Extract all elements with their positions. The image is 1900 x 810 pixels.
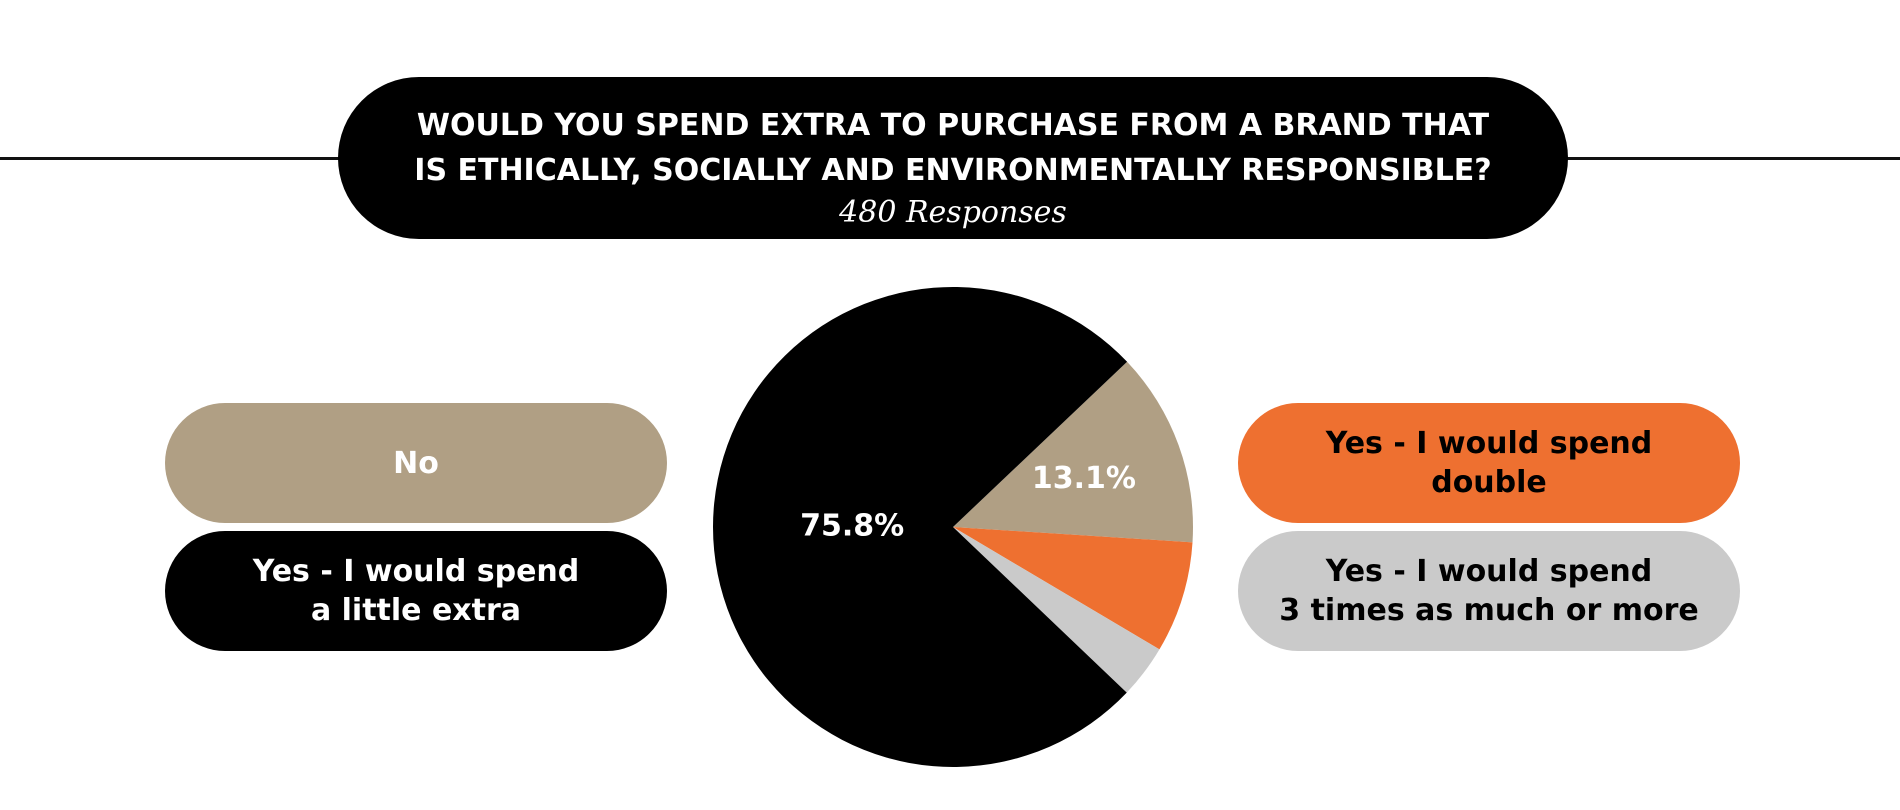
pie-slice-1 — [953, 527, 1193, 650]
pie-slice-2 — [953, 527, 1160, 693]
title-rule-right — [1555, 157, 1900, 160]
legend-label-double-line-1: Yes - I would spend — [1325, 426, 1653, 461]
chart-title-line-2: IS ETHICALLY, SOCIALLY AND ENVIRONMENTAL… — [414, 153, 1492, 188]
legend-label-little-extra-line-1: Yes - I would spend — [252, 554, 580, 589]
legend-entry-three-times: Yes - I would spend 3 times as much or m… — [1238, 531, 1740, 651]
pie-data-label-3: 75.8% — [800, 508, 904, 543]
chart-subtitle: 480 Responses — [839, 195, 1067, 230]
pie-slice-0 — [953, 361, 1193, 543]
legend-label-double-line-2: double — [1431, 465, 1547, 500]
legend-entry-double: Yes - I would spend double — [1238, 403, 1740, 523]
legend-label-no-line-1: No — [393, 445, 439, 481]
legend-label-three-times-line-2: 3 times as much or more — [1279, 593, 1699, 628]
chart-title-pill: WOULD YOU SPEND EXTRA TO PURCHASE FROM A… — [338, 77, 1568, 239]
legend-label-three-times-line-1: Yes - I would spend — [1325, 554, 1653, 589]
legend-entry-little-extra: Yes - I would spend a little extra — [165, 531, 667, 651]
pie-data-label-0: 13.1% — [1032, 461, 1136, 496]
pie-slice-3 — [713, 287, 1128, 767]
title-rule-left — [0, 157, 345, 160]
chart-title-line-1: WOULD YOU SPEND EXTRA TO PURCHASE FROM A… — [416, 108, 1490, 143]
legend-entry-no: No — [165, 403, 667, 523]
legend-label-little-extra-line-2: a little extra — [310, 593, 522, 628]
